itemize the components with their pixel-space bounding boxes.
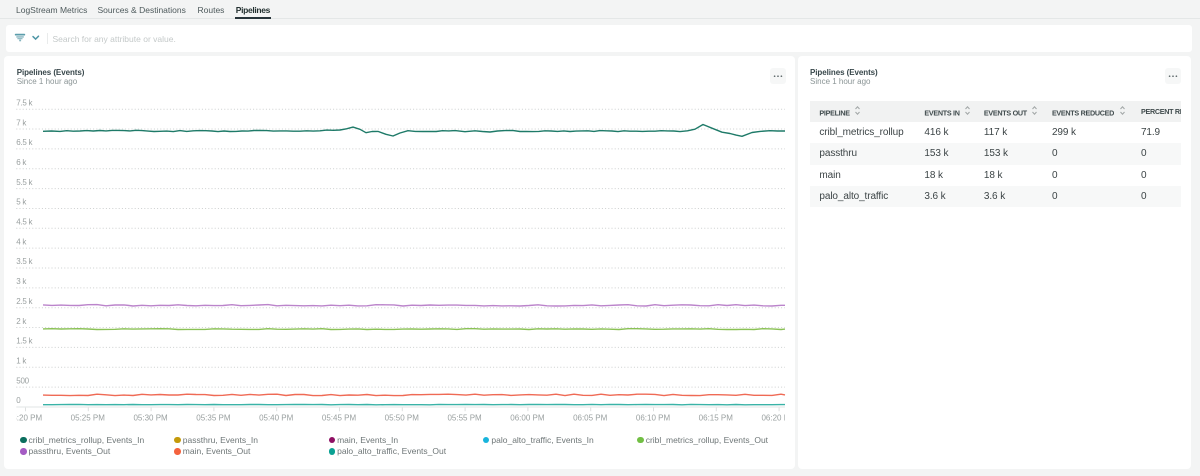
svg-text:5.5 k: 5.5 k (16, 178, 33, 187)
svg-text:3 k: 3 k (16, 277, 27, 286)
svg-text:3.5 k: 3.5 k (16, 257, 33, 266)
svg-text:05:30 PM: 05:30 PM (133, 413, 168, 422)
svg-text:05:40 PM: 05:40 PM (259, 413, 294, 422)
svg-text:05:35 PM: 05:35 PM (196, 413, 231, 422)
svg-text:05:50 PM: 05:50 PM (385, 413, 420, 422)
svg-text:05:25 PM: 05:25 PM (71, 413, 106, 422)
svg-text:1.5 k: 1.5 k (16, 337, 33, 346)
svg-text:4 k: 4 k (16, 237, 27, 246)
svg-text:500: 500 (16, 376, 29, 385)
svg-text:05:20 PM: 05:20 PM (8, 413, 43, 422)
svg-text:7.5 k: 7.5 k (16, 98, 33, 107)
svg-text:7 k: 7 k (16, 118, 27, 127)
svg-text:5 k: 5 k (16, 198, 27, 207)
svg-text:06:15 PM: 06:15 PM (699, 413, 734, 422)
svg-text:05:45 PM: 05:45 PM (322, 413, 357, 422)
svg-text:06:10 PM: 06:10 PM (636, 413, 671, 422)
svg-text:0: 0 (16, 396, 21, 405)
svg-text:06:20 PM: 06:20 PM (761, 413, 796, 422)
svg-text:06:05 PM: 06:05 PM (573, 413, 608, 422)
svg-text:1 k: 1 k (16, 356, 27, 365)
svg-text:6 k: 6 k (16, 158, 27, 167)
svg-text:05:55 PM: 05:55 PM (447, 413, 482, 422)
svg-text:06:00 PM: 06:00 PM (510, 413, 545, 422)
svg-text:2.5 k: 2.5 k (16, 297, 33, 306)
svg-text:6.5 k: 6.5 k (16, 138, 33, 147)
svg-text:2 k: 2 k (16, 317, 27, 326)
svg-text:4.5 k: 4.5 k (16, 218, 33, 227)
